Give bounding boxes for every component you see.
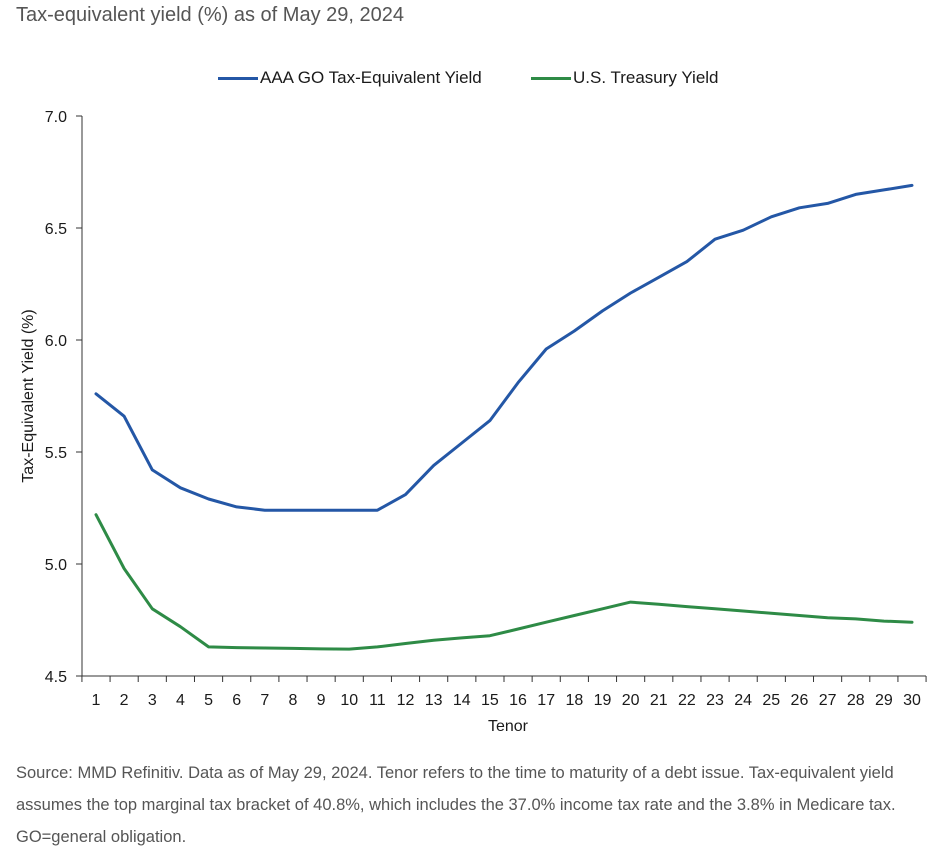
x-tick-label: 25 [762,692,780,709]
y-tick-label: 5.0 [45,557,67,574]
chart-title: Tax-equivalent yield (%) as of May 29, 2… [16,4,404,26]
x-tick-label: 27 [819,692,837,709]
legend-item-aaa: AAA GO Tax-Equivalent Yield [218,68,482,88]
x-tick-label: 13 [425,692,443,709]
x-tick-label: 12 [397,692,415,709]
x-tick-label: 19 [594,692,612,709]
line-chart: 4.55.05.56.06.57.01 2 3 4 5 6 7 8 9 10 11 12 13 14 15 1… [20,109,927,735]
x-tick-label: 9 [317,692,326,709]
series-line-aaa-go [94,183,914,512]
y-tick-label: 7.0 [45,109,67,126]
x-axis-label: Tenor [488,718,529,735]
x-tick-label: 15 [481,692,499,709]
x-tick-label: 23 [706,692,724,709]
x-tick-label: 14 [453,692,471,709]
x-tick-label: 4 [176,692,185,709]
x-tick-label: 7 [260,692,269,709]
legend-label-aaa: AAA GO Tax-Equivalent Yield [260,68,482,87]
x-tick-label: 8 [289,692,298,709]
x-tick-label: 5 [204,692,213,709]
x-tick-label: 22 [678,692,696,709]
x-tick-label: 2 [120,692,129,709]
legend: AAA GO Tax-Equivalent Yield U.S. Treasur… [0,68,948,92]
x-tick-label: 10 [340,692,358,709]
x-tick-label: 21 [650,692,668,709]
x-tick-label: 29 [875,692,893,709]
y-tick-label: 6.5 [45,221,67,238]
series-line-treasury [94,513,914,651]
y-tick-label: 6.0 [45,333,67,350]
y-tick-label: 5.5 [45,445,67,462]
y-axis-label: Tax-Equivalent Yield (%) [20,309,37,482]
x-tick-label: 16 [509,692,527,709]
x-tick-label: 18 [565,692,583,709]
x-tick-label: 26 [791,692,809,709]
x-tick-label: 1 [92,692,101,709]
legend-label-treasury: U.S. Treasury Yield [573,68,719,87]
legend-swatch-aaa [218,76,258,80]
x-tick-label: 30 [903,692,921,709]
legend-swatch-treasury [531,76,571,80]
x-tick-label: 24 [734,692,752,709]
x-tick-label: 28 [847,692,865,709]
x-tick-label: 20 [622,692,640,709]
x-tick-label: 17 [537,692,555,709]
x-tick-label: 11 [369,692,386,709]
x-tick-label: 6 [232,692,241,709]
legend-item-treasury: U.S. Treasury Yield [531,68,719,88]
y-tick-label: 4.5 [45,669,67,686]
x-tick-label: 3 [148,692,157,709]
source-note: Source: MMD Refinitiv. Data as of May 29… [16,764,896,846]
